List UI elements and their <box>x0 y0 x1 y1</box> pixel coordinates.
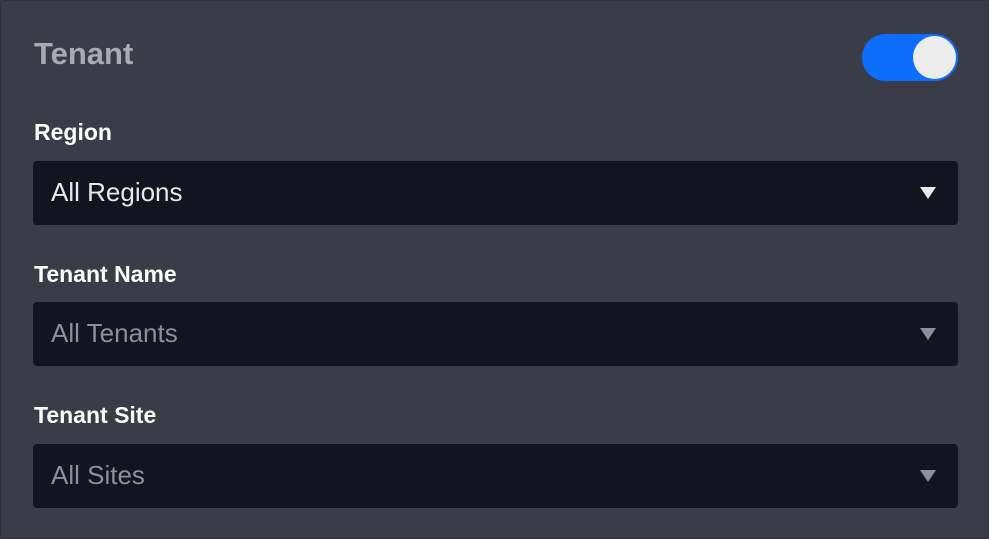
tenant-name-label: Tenant Name <box>34 261 177 287</box>
region-label: Region <box>34 119 112 145</box>
tenant-site-label: Tenant Site <box>34 402 157 428</box>
panel-title: Tenant <box>34 36 134 71</box>
caret-down-icon <box>920 470 936 482</box>
region-value: All Regions <box>51 177 183 207</box>
tenant-name-value: All Tenants <box>51 318 178 348</box>
tenant-name-select[interactable]: All Tenants <box>33 302 958 366</box>
region-select[interactable]: All Regions <box>33 161 958 225</box>
tenant-site-value: All Sites <box>51 460 145 490</box>
tenant-site-select[interactable]: All Sites <box>33 444 958 508</box>
tenant-toggle[interactable] <box>862 34 958 81</box>
caret-down-icon <box>920 328 936 340</box>
caret-down-icon <box>920 187 936 199</box>
toggle-knob <box>913 36 956 79</box>
